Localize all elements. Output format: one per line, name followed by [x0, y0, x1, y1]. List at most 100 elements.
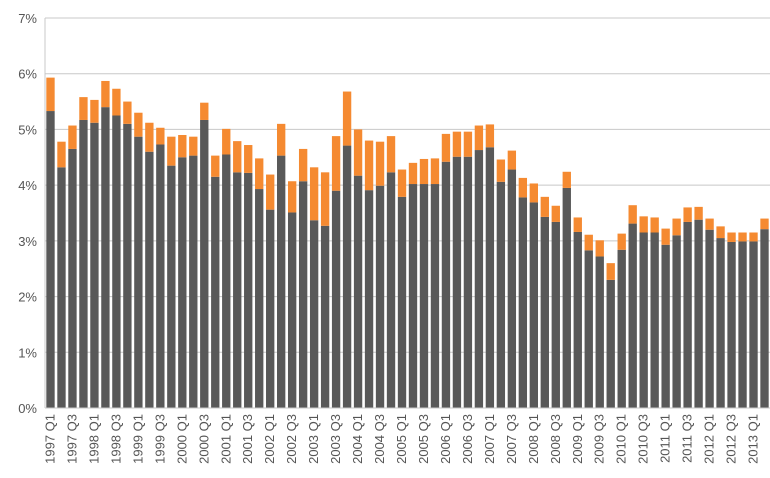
bar-segment [375, 185, 385, 408]
bar-segment [178, 157, 187, 408]
bar-segment [474, 150, 484, 409]
x-tick-label: 2007 Q1 [482, 414, 497, 464]
bar-segment [298, 181, 308, 408]
bar-segment [474, 125, 484, 151]
bar-segment [760, 229, 769, 408]
bar-segment [584, 234, 593, 251]
bar-segment [606, 279, 615, 408]
bar-segment [222, 154, 231, 408]
bar-segment [639, 232, 648, 408]
bar-segment [277, 123, 286, 156]
y-tick-label: 7% [18, 11, 37, 26]
bar-segment [573, 217, 582, 232]
bar-segment [716, 226, 725, 239]
bar-segment [749, 232, 758, 242]
bar-segment [200, 102, 209, 120]
bar-segment [101, 107, 110, 409]
x-tick-label: 2005 Q3 [416, 414, 431, 464]
bar-segment [211, 176, 220, 408]
bar-segment [562, 187, 571, 408]
x-tick-label: 2001 Q3 [240, 414, 255, 464]
bar-segment [46, 111, 55, 409]
y-tick-label: 3% [18, 234, 37, 249]
bar-segment [364, 190, 374, 408]
x-tick-label: 2006 Q1 [438, 414, 453, 464]
bar-segment [156, 144, 165, 408]
y-tick-label: 4% [18, 178, 37, 193]
x-tick-label: 2002 Q1 [262, 414, 277, 464]
y-tick-label: 2% [18, 290, 37, 305]
x-tick-label: 1999 Q3 [152, 414, 167, 464]
bar-segment [727, 241, 736, 408]
bar-segment [309, 220, 319, 408]
bar-segment [211, 155, 220, 177]
bar-segment [386, 136, 396, 173]
bar-segment [287, 212, 297, 408]
bar-segment [255, 189, 264, 408]
x-tick-label: 2011 Q3 [680, 414, 695, 463]
bar-segment [123, 123, 132, 408]
x-tick-label: 1997 Q3 [64, 414, 79, 464]
x-tick-label: 1997 Q1 [42, 414, 57, 464]
bar-segment [485, 147, 495, 408]
x-tick-label: 2002 Q3 [284, 414, 299, 464]
x-tick-label: 2010 Q3 [636, 414, 651, 464]
bar-segment [628, 223, 637, 408]
bar-segment [178, 135, 187, 158]
bar-segment [287, 181, 297, 213]
bar-segment [255, 158, 264, 190]
bar-segment [364, 140, 374, 191]
bar-segment [244, 145, 253, 173]
bar-segment [266, 174, 275, 210]
bar-segment [562, 171, 571, 188]
bar-segment [123, 101, 132, 124]
bar-segment [463, 156, 473, 408]
y-tick-label: 5% [18, 122, 37, 137]
y-tick-label: 1% [18, 345, 37, 360]
bar-segment [134, 112, 143, 137]
bar-segment [200, 119, 209, 408]
bar-segment [57, 141, 66, 168]
bar-segment [661, 228, 670, 245]
x-tick-label: 1999 Q1 [130, 414, 145, 464]
bar-segment [134, 136, 143, 408]
bar-segment [716, 238, 725, 408]
bar-segment [79, 97, 88, 120]
bar-segment [342, 145, 352, 409]
bar-segment [595, 256, 604, 408]
bar-segment [397, 196, 407, 408]
bar-segment [90, 122, 99, 408]
bar-segment [749, 241, 758, 408]
bar-segment [584, 250, 593, 408]
bar-segment [397, 169, 407, 197]
bar-segment [738, 241, 747, 408]
bar-segment [189, 155, 198, 408]
x-tick-label: 2003 Q3 [328, 414, 343, 464]
bar-segment [694, 219, 703, 408]
bar-segment [112, 88, 121, 116]
x-tick-label: 2000 Q3 [196, 414, 211, 464]
bar-segment [507, 150, 517, 170]
bar-segment [496, 181, 506, 408]
y-tick-label: 6% [18, 67, 37, 82]
bar-segment [244, 172, 253, 408]
bar-segment [101, 80, 110, 108]
x-tick-label: 2005 Q1 [394, 414, 409, 464]
bar-segment [222, 128, 231, 155]
bar-segment [342, 91, 352, 146]
bar-segment [419, 158, 429, 185]
bar-segment [233, 141, 242, 173]
x-tick-label: 2007 Q3 [504, 414, 519, 464]
bar-segment [540, 196, 549, 217]
bar-segment [573, 231, 582, 408]
bar-segment [145, 151, 154, 408]
bar-segment [331, 136, 341, 191]
bar-segment [507, 169, 517, 408]
x-tick-label: 2004 Q3 [372, 414, 387, 464]
bar-segment [441, 133, 451, 162]
bar-segment [277, 155, 286, 408]
x-tick-label: 2008 Q1 [526, 414, 541, 464]
x-tick-label: 1998 Q3 [108, 414, 123, 464]
x-tick-label: 2003 Q1 [306, 414, 321, 464]
bar-segment [408, 162, 418, 185]
